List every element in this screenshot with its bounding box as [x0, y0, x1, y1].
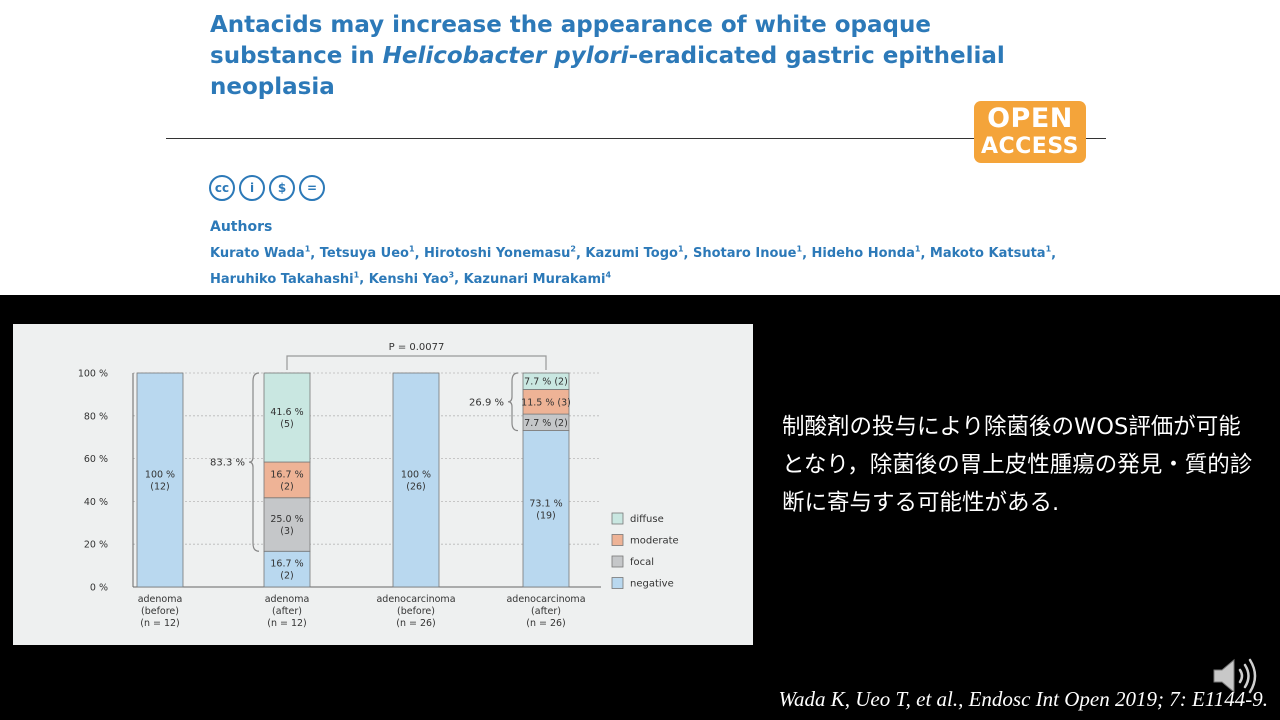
data-label: (3): [280, 526, 293, 537]
data-label: (26): [406, 482, 426, 493]
bar-segment-moderate: [263, 461, 311, 499]
author-name: Hirotoshi Yonemasu2: [424, 245, 576, 262]
title-text: Antacids may increase the appearance of …: [210, 12, 931, 69]
author-affiliation: 4: [605, 270, 612, 280]
bracket: [248, 372, 260, 552]
author-affiliation: 1: [677, 245, 684, 254]
open-access-line1: OPEN: [987, 103, 1073, 134]
x-category-label: adenocarcinoma: [376, 594, 455, 605]
header-divider: [166, 138, 1106, 139]
bracket-label: 83.3 %: [210, 458, 245, 469]
bar-segment-focal: [263, 497, 311, 552]
author-affiliation: 1: [914, 245, 921, 254]
data-label: 41.6 %: [270, 407, 303, 418]
x-category-label: (n = 12): [140, 618, 180, 629]
cc-icon: cc: [209, 175, 235, 201]
author-name: Hideho Honda1: [811, 245, 921, 262]
legend-swatch-diffuse: [611, 512, 624, 525]
author-affiliation: 1: [353, 270, 360, 280]
legend-swatch-focal: [611, 555, 624, 568]
authors-heading: Authors: [210, 219, 273, 235]
author-affiliation: 1: [304, 245, 311, 254]
author-name: Haruhiko Takahashi1: [210, 270, 360, 287]
y-tick-label: 40 %: [84, 497, 108, 508]
open-access-badge: OPEN ACCESS: [974, 101, 1086, 163]
data-label: 11.5 % (3): [521, 397, 571, 408]
data-label: 100 %: [145, 470, 175, 481]
author-name: Shotaro Inoue1: [692, 245, 803, 262]
x-category-label: (n = 26): [396, 618, 436, 629]
x-category-label: (n = 12): [267, 618, 307, 629]
title-italic-text: Helicobacter pylori: [382, 43, 629, 69]
y-tick-label: 0 %: [90, 583, 108, 594]
cc-nd-icon: =: [299, 175, 325, 201]
p-value-label: P = 0.0077: [389, 342, 445, 353]
data-label: 7.7 % (2): [524, 377, 568, 388]
data-label: (2): [280, 571, 293, 582]
data-label: (5): [280, 419, 293, 430]
bracket-label: 26.9 %: [469, 397, 504, 408]
author-affiliation: 1: [796, 245, 803, 254]
author-name: Kenshi Yao3: [368, 270, 455, 287]
bar-segment-negative: [136, 372, 184, 588]
x-category-label: adenoma: [265, 594, 310, 605]
bar-segment-diffuse: [522, 372, 570, 390]
data-label: (12): [150, 482, 170, 493]
author-affiliation: 3: [448, 270, 455, 280]
data-label: 73.1 %: [529, 498, 562, 509]
y-tick-label: 100 %: [78, 369, 108, 380]
y-tick-label: 80 %: [84, 411, 108, 422]
open-access-line2: ACCESS: [980, 134, 1080, 159]
paper-header: Antacids may increase the appearance of …: [0, 0, 1280, 295]
data-label: 100 %: [401, 470, 431, 481]
stacked-bar-chart: 0 %20 %40 %60 %80 %100 %100 %(12)adenoma…: [78, 342, 679, 629]
significance-bar: [286, 355, 547, 370]
legend-label: focal: [630, 557, 654, 568]
bar-segment-negative: [263, 550, 311, 588]
author-name: Kurato Wada1: [210, 245, 311, 262]
x-category-label: (before): [141, 606, 179, 617]
creative-commons-icons: cc i $ =: [209, 175, 325, 201]
bar-segment-negative: [522, 430, 570, 588]
bracket: [507, 372, 519, 432]
data-label: (19): [536, 510, 556, 521]
citation: Wada K, Ueo T, et al., Endosc Int Open 2…: [778, 687, 1268, 711]
legend-swatch-negative: [611, 577, 624, 589]
title-text-end: -eradicated gastric epithelial neoplasia: [210, 43, 1005, 100]
authors-list: Kurato Wada1, Tetsuya Ueo1, Hirotoshi Yo…: [210, 245, 1057, 287]
x-category-label: adenocarcinoma: [506, 594, 585, 605]
legend-label: moderate: [630, 536, 679, 547]
bar-segment-diffuse: [263, 372, 311, 463]
author-affiliation: 2: [570, 245, 576, 254]
legend-label: negative: [630, 579, 674, 590]
paper-title: Antacids may increase the appearance of …: [210, 10, 1030, 103]
x-category-label: (n = 26): [526, 618, 566, 629]
author-name: Tetsuya Ueo1: [319, 245, 415, 262]
cc-nc-icon: $: [269, 175, 295, 201]
legend-label: diffuse: [630, 514, 664, 525]
x-category-label: (after): [272, 606, 302, 617]
data-label: 16.7 %: [270, 559, 303, 570]
x-category-label: (after): [531, 606, 561, 617]
japanese-summary: 制酸剤の投与により除菌後のWOS評価が可能となり，除菌後の胃上皮性腫瘍の発見・質…: [782, 414, 1253, 516]
speaker-icon[interactable]: [1210, 655, 1260, 697]
data-label: 7.7 % (2): [524, 418, 568, 429]
cc-by-icon: i: [239, 175, 265, 201]
y-tick-label: 20 %: [84, 540, 108, 551]
bar-segment-negative: [392, 372, 440, 588]
legend-swatch-moderate: [611, 534, 624, 546]
author-affiliation: 1: [408, 245, 415, 254]
y-tick-label: 60 %: [84, 454, 108, 465]
data-label: (2): [280, 481, 293, 492]
x-category-label: (before): [397, 606, 435, 617]
figure-panel: 0 % 20 % 40 % 60 % 80 % 100 % 100 % (12) adenoma…: [13, 324, 753, 645]
author-affiliation: 1: [1045, 245, 1052, 254]
data-label: 16.7 %: [270, 469, 303, 480]
author-name: Makoto Katsuta1: [929, 245, 1052, 262]
author-name: Kazumi Togo1: [585, 245, 684, 262]
author-name: Kazunari Murakami4: [463, 270, 612, 287]
data-label: 25.0 %: [270, 514, 303, 525]
x-category-label: adenoma: [138, 594, 183, 605]
